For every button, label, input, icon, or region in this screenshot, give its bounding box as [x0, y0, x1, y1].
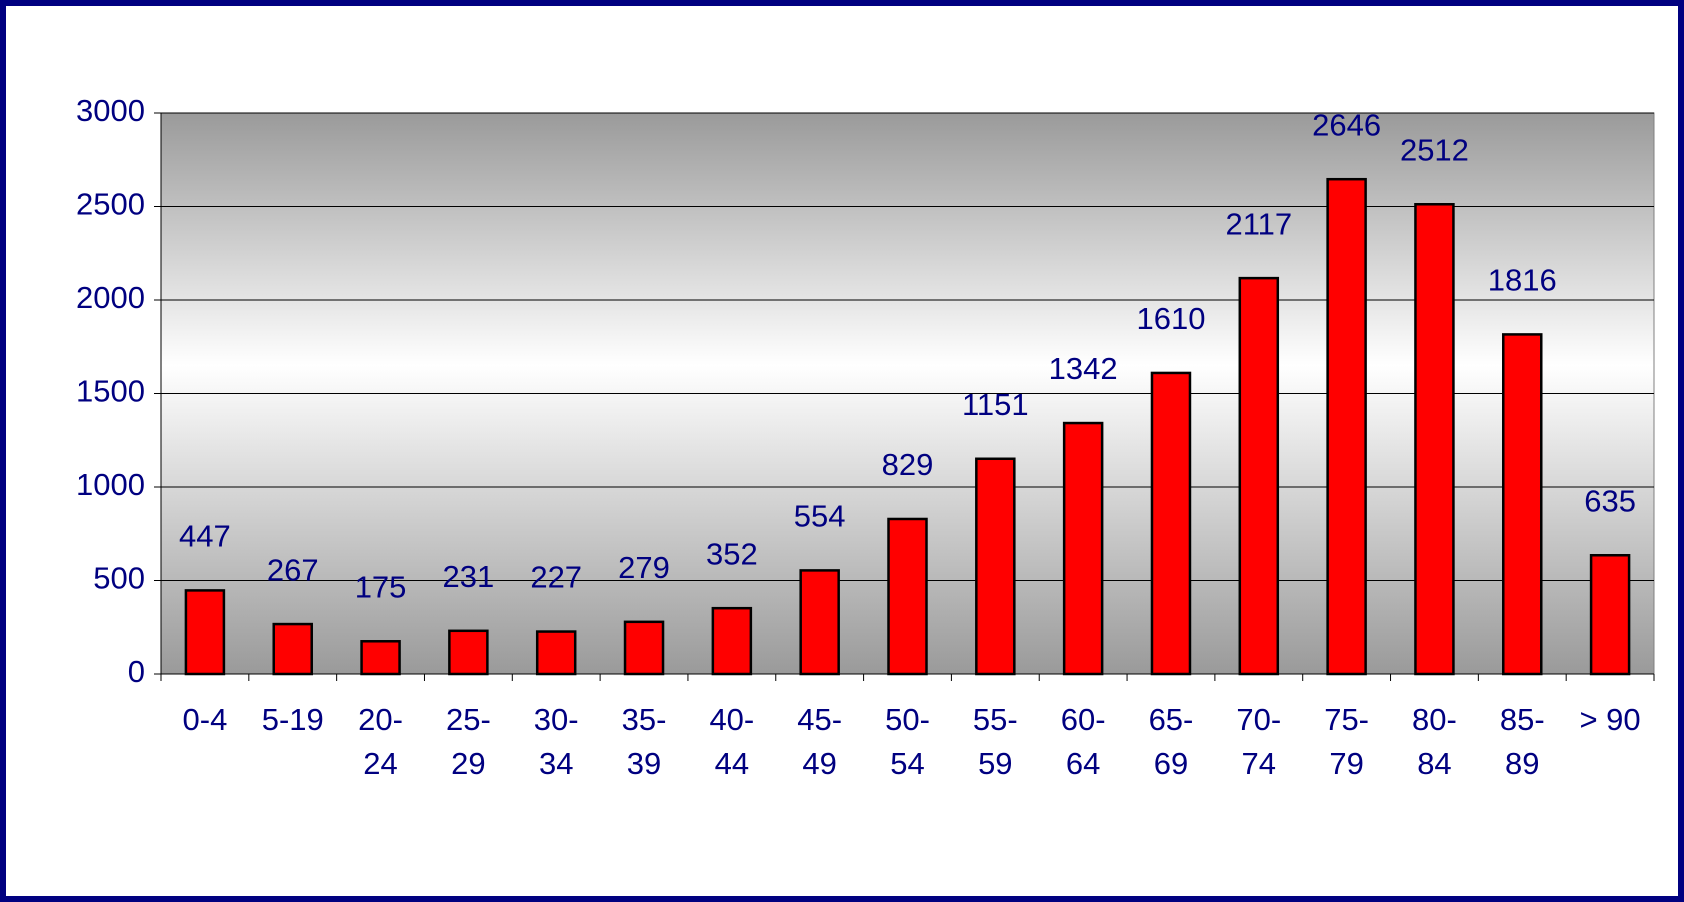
y-tick-label: 1000: [76, 467, 145, 502]
bar: [887, 517, 928, 676]
bar: [1062, 421, 1104, 676]
bar: [711, 606, 753, 676]
data-label: 279: [618, 550, 670, 585]
bar: [1326, 177, 1367, 676]
bar: [184, 589, 226, 676]
data-label: 1342: [1049, 351, 1118, 386]
bar: [360, 640, 401, 676]
data-label: 2646: [1312, 107, 1381, 142]
bar: [272, 622, 313, 676]
data-label: 1610: [1136, 301, 1205, 336]
x-tick-label: 80-84: [1412, 702, 1457, 781]
x-tick-label: 50-54: [885, 702, 930, 781]
data-label: 1151: [962, 387, 1029, 422]
x-tick-label: 45-49: [797, 702, 843, 781]
x-tick-label: 25-29: [445, 702, 491, 781]
x-tick-label: 30-34: [533, 702, 579, 781]
data-label: 267: [267, 552, 319, 587]
y-tick-label: 0: [128, 654, 145, 689]
data-label: 554: [794, 499, 846, 534]
x-tick-label: 0-4: [182, 702, 228, 737]
bar: [799, 569, 840, 676]
bar: [1589, 554, 1631, 676]
bar: [1502, 333, 1543, 676]
x-tick-label: 40-44: [709, 702, 755, 781]
data-label: 635: [1584, 483, 1636, 518]
x-tick-label: 20-24: [358, 702, 403, 781]
data-label: 231: [443, 559, 495, 594]
bar: [975, 457, 1016, 676]
y-tick-label: 3000: [76, 93, 145, 128]
y-tick-label: 2500: [76, 187, 145, 222]
bar: [448, 629, 489, 676]
bar: [1414, 203, 1455, 676]
x-tick-label: > 90: [1579, 702, 1641, 737]
x-tick-label: 65-69: [1148, 702, 1194, 781]
x-tick-label: 35-39: [621, 702, 667, 781]
x-tick-label: 85-89: [1499, 702, 1545, 781]
bar: [623, 620, 665, 676]
y-tick-label: 500: [93, 561, 145, 596]
y-tick-label: 2000: [76, 280, 145, 315]
x-tick-label: 55-59: [972, 702, 1018, 781]
data-label: 352: [706, 536, 758, 571]
data-label: 175: [355, 569, 407, 604]
data-label: 1816: [1488, 263, 1557, 298]
x-tick-label: 75-79: [1324, 702, 1370, 781]
bar: [535, 630, 577, 676]
bar: [1238, 276, 1280, 676]
data-label: 447: [179, 519, 231, 554]
data-label: 829: [882, 447, 934, 482]
bar: [1150, 371, 1192, 676]
x-tick-label: 5-19: [261, 702, 324, 737]
x-tick-label: 60-64: [1060, 702, 1106, 781]
y-tick-label: 1500: [76, 374, 145, 409]
data-label: 2512: [1400, 132, 1469, 167]
data-label: 2117: [1225, 206, 1292, 241]
x-tick-label: 70-74: [1236, 702, 1282, 781]
data-label: 227: [530, 560, 582, 595]
